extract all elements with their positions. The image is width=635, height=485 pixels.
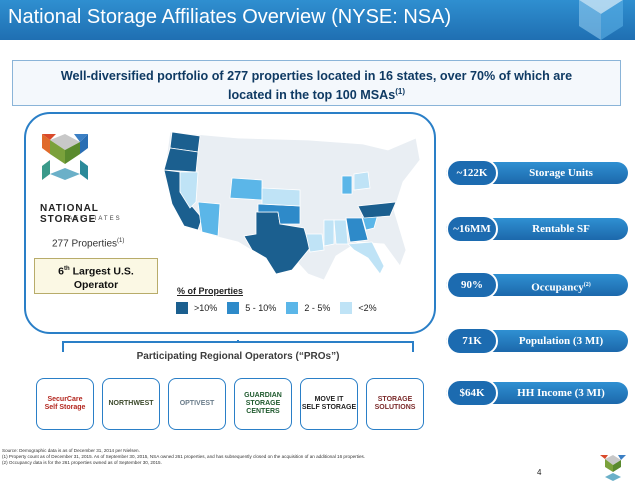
- rank-scroll: 6th Largest U.S. Operator: [34, 258, 158, 294]
- stat-label-text: Occupancy: [531, 281, 584, 294]
- footnote-source: Source: Demographic data is as of Decemb…: [2, 448, 140, 453]
- operator-logo-optivest: OPTIVEST: [168, 378, 226, 430]
- page-title: National Storage Affiliates Overview (NY…: [8, 6, 452, 28]
- legend-swatch: [176, 302, 188, 314]
- operator-logo-securcare: SecurCare Self Storage: [36, 378, 94, 430]
- operator-logo-storage-solutions: STORAGE SOLUTIONS: [366, 378, 424, 430]
- stat-hh-income: $64K HH Income (3 MI): [446, 379, 628, 407]
- headline-footnote-mark: (1): [395, 87, 406, 96]
- operator-name-line-2: STORAGE CENTERS: [245, 400, 281, 415]
- operator-name: SecurCare Self Storage: [45, 396, 86, 412]
- header-cube-graphic: [579, 0, 623, 40]
- rank-line-2: Operator: [73, 278, 119, 291]
- rank-rest: Largest U.S.: [69, 265, 134, 278]
- operator-name: MOVE IT SELF STORAGE: [302, 396, 356, 412]
- nsa-small-logo-icon: [600, 455, 626, 481]
- operator-name: NORTHWEST: [108, 400, 153, 408]
- stat-label: HH Income (3 MI): [498, 382, 624, 404]
- state-nc: [357, 201, 397, 219]
- legend-item: 5 - 10%: [227, 302, 276, 314]
- operator-name-line-2: SOLUTIONS: [374, 404, 416, 411]
- stat-label-text: Rentable SF: [532, 223, 590, 235]
- legend-label: <2%: [358, 303, 377, 313]
- stat-label: Population (3 MI): [498, 330, 624, 352]
- rank-number: 6: [58, 265, 64, 278]
- legend-item: 2 - 5%: [286, 302, 330, 314]
- rank-suffix: th: [63, 266, 70, 272]
- company-sub: AFFILIATES: [68, 216, 122, 222]
- company-name: NATIONAL STORAGE: [40, 203, 99, 225]
- operator-name-line-1: SecurCare: [47, 396, 83, 403]
- operator-name-line-2: SELF STORAGE: [301, 404, 357, 411]
- stat-label: Occupancy(2): [498, 274, 624, 296]
- stat-label: Storage Units: [498, 162, 624, 184]
- state-al: [333, 219, 349, 245]
- stat-value: $64K: [446, 379, 498, 407]
- stat-value: 90%: [446, 271, 498, 299]
- headline-banner: Well-diversified portfolio of 277 proper…: [12, 60, 621, 106]
- operator-name-line-2: Self Storage: [44, 404, 86, 411]
- stat-value: ~122K: [446, 159, 498, 187]
- operator-name-line-1: GUARDIAN: [244, 392, 282, 399]
- operator-logo-guardian: GUARDIAN STORAGE CENTERS: [234, 378, 292, 430]
- us-map: [163, 131, 421, 281]
- rank-line-1: 6th Largest U.S.: [35, 263, 157, 279]
- properties-mark: (1): [117, 238, 125, 244]
- state-oh: [353, 171, 371, 191]
- state-co: [229, 177, 263, 201]
- state-ms: [323, 219, 335, 247]
- stat-label-mark: (2): [583, 282, 591, 288]
- operator-name: STORAGE SOLUTIONS: [375, 396, 416, 412]
- stat-label-text: HH Income (3 MI): [517, 387, 605, 399]
- state-or: [163, 147, 199, 173]
- state-la: [305, 233, 325, 253]
- operator-logo-northwest: NORTHWEST: [102, 378, 160, 430]
- state-az: [197, 201, 221, 237]
- footnote-1: (1) Property count as of December 31, 20…: [2, 454, 366, 459]
- stat-label-text: Storage Units: [529, 167, 593, 179]
- state-fl: [347, 241, 385, 275]
- legend-swatch: [227, 302, 240, 314]
- pros-title: Participating Regional Operators (“PROs”…: [136, 351, 340, 362]
- legend: >10% 5 - 10% 2 - 5% <2%: [176, 302, 387, 314]
- legend-title: % of Properties: [177, 286, 244, 296]
- stat-rentable-sf: ~16MM Rentable SF: [446, 215, 628, 243]
- headline-line-2: located in the top 100 MSAs(1): [13, 84, 620, 103]
- operator-name: GUARDIAN STORAGE CENTERS: [235, 392, 291, 416]
- legend-item: <2%: [340, 302, 377, 314]
- stat-population: 71K Population (3 MI): [446, 327, 628, 355]
- headline-line-1: Well-diversified portfolio of 277 proper…: [60, 69, 573, 83]
- stat-label-text: Population (3 MI): [518, 335, 604, 347]
- legend-label: >10%: [194, 303, 218, 313]
- pros-bracket: [62, 340, 414, 352]
- stat-storage-units: ~122K Storage Units: [446, 159, 628, 187]
- legend-label: 2 - 5%: [304, 303, 331, 313]
- operator-name: OPTIVEST: [180, 400, 215, 408]
- legend-swatch: [340, 302, 353, 314]
- operator-name-line-1: STORAGE: [377, 396, 413, 403]
- operator-name-line-1: NORTHWEST: [108, 400, 154, 407]
- state-ks: [261, 187, 301, 207]
- legend-swatch: [286, 302, 299, 314]
- legend-label: 5 - 10%: [245, 303, 277, 313]
- footnote-2: (2) Occupancy data is for the 261 proper…: [2, 460, 162, 465]
- stat-value: 71K: [446, 327, 498, 355]
- legend-item: >10%: [176, 302, 217, 314]
- stat-value: ~16MM: [446, 215, 498, 243]
- properties-count: 277 Properties(1): [52, 238, 124, 249]
- state-ga: [345, 217, 369, 243]
- stat-label: Rentable SF: [498, 218, 624, 240]
- operator-logo-moveit: MOVE IT SELF STORAGE: [300, 378, 358, 430]
- stat-occupancy: 90% Occupancy(2): [446, 271, 628, 299]
- headline-line-2-text: located in the top 100 MSAs: [227, 88, 396, 103]
- properties-text: 277 Properties: [52, 238, 118, 250]
- state-nv: [179, 171, 199, 209]
- footnotes: Source: Demographic data is as of Decemb…: [2, 448, 562, 466]
- nsa-logo-icon: [42, 134, 88, 180]
- operator-name-line-1: MOVE IT: [314, 396, 344, 403]
- state-in: [341, 175, 353, 195]
- header-bar: National Storage Affiliates Overview (NY…: [0, 0, 635, 40]
- operator-name-line-1: OPTIVEST: [179, 400, 215, 407]
- page-number: 4: [537, 468, 542, 477]
